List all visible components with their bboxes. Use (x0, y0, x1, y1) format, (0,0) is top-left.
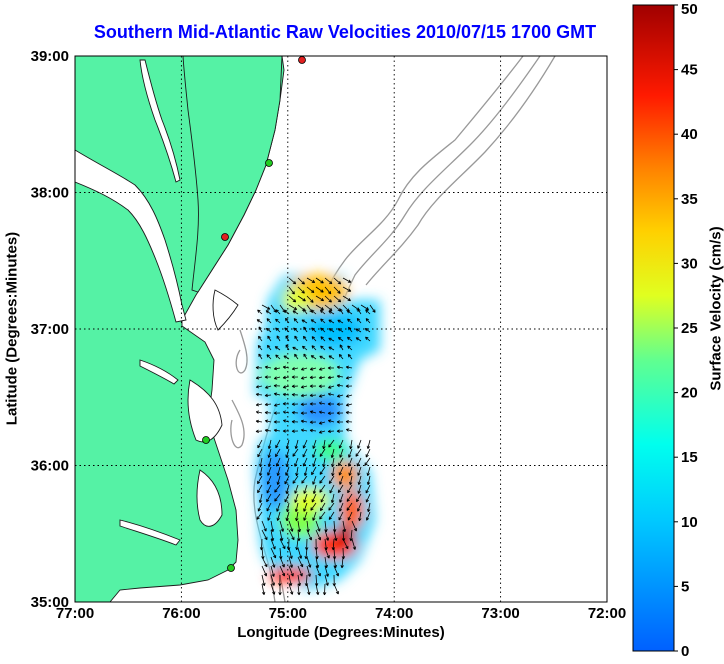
x-tick-label: 74:00 (375, 605, 413, 622)
x-tick-label: 73:00 (481, 605, 519, 622)
colorbar-tick-label: 50 (681, 1, 698, 18)
colorbar-tick-label: 10 (681, 514, 698, 531)
colorbar-tick-label: 0 (681, 643, 689, 659)
x-tick-label: 76:00 (162, 605, 200, 622)
map-title: Southern Mid-Atlantic Raw Velocities 201… (60, 22, 630, 43)
colorbar-tick-label: 15 (681, 449, 698, 466)
colorbar (633, 5, 674, 651)
x-axis-label: Longitude (Degrees:Minutes) (75, 624, 607, 641)
y-axis-label: Latitude (Degrees:Minutes) (4, 219, 21, 439)
y-tick-label: 37:00 (31, 321, 69, 338)
station-marker (222, 234, 229, 241)
y-tick-label: 35:00 (31, 594, 69, 611)
colorbar-tick-label: 20 (681, 385, 698, 402)
colorbar-tick-label: 40 (681, 126, 698, 143)
colorbar-tick-label: 25 (681, 320, 698, 337)
x-tick-label: 75:00 (269, 605, 307, 622)
y-tick-label: 38:00 (31, 185, 69, 202)
colorbar-tick-label: 35 (681, 191, 698, 208)
y-tick-label: 36:00 (31, 458, 69, 475)
y-tick-label: 39:00 (31, 48, 69, 65)
colorbar-label: Surface Velocity (cm/s) (708, 199, 724, 419)
colorbar-tick-label: 5 (681, 578, 689, 595)
colorbar-tick-label: 30 (681, 255, 698, 272)
station-marker (203, 437, 210, 444)
station-marker (228, 565, 235, 572)
y-axis-ticks: 39:00 38:00 37:00 36:00 35:00 (31, 48, 69, 611)
station-marker (266, 160, 273, 167)
colorbar-tick-label: 45 (681, 62, 698, 79)
x-tick-label: 72:00 (588, 605, 626, 622)
station-marker (299, 57, 306, 64)
